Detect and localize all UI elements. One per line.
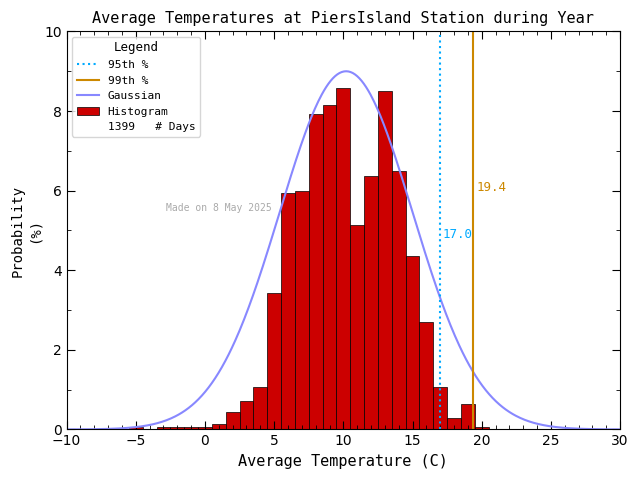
Bar [323,106,337,430]
Bar [268,293,281,430]
Bar [419,322,433,430]
Bar [239,401,253,430]
Bar [129,427,143,430]
Legend: 95th %, 99th %, Gaussian, Histogram, 1399   # Days: 95th %, 99th %, Gaussian, Histogram, 139… [72,37,200,137]
Bar [170,427,184,430]
Bar [212,424,226,430]
Bar [475,427,489,430]
Bar [461,404,475,430]
X-axis label: Average Temperature (C): Average Temperature (C) [239,454,448,469]
Bar [364,176,378,430]
Text: 19.4: 19.4 [476,180,506,193]
Bar [281,193,295,430]
Bar [253,387,268,430]
Text: Made on 8 May 2025: Made on 8 May 2025 [166,203,272,213]
Bar [350,225,364,430]
Text: 17.0: 17.0 [443,228,473,241]
Bar [337,88,350,430]
Bar [226,412,239,430]
Bar [308,114,323,430]
Bar [157,427,170,430]
Title: Average Temperatures at PiersIsland Station during Year: Average Temperatures at PiersIsland Stat… [92,11,595,26]
Bar [184,427,198,430]
Bar [406,256,419,430]
Bar [198,427,212,430]
Y-axis label: Probability
(%): Probability (%) [11,184,42,276]
Bar [295,191,308,430]
Bar [378,91,392,430]
Bar [447,418,461,430]
Bar [392,171,406,430]
Bar [433,387,447,430]
